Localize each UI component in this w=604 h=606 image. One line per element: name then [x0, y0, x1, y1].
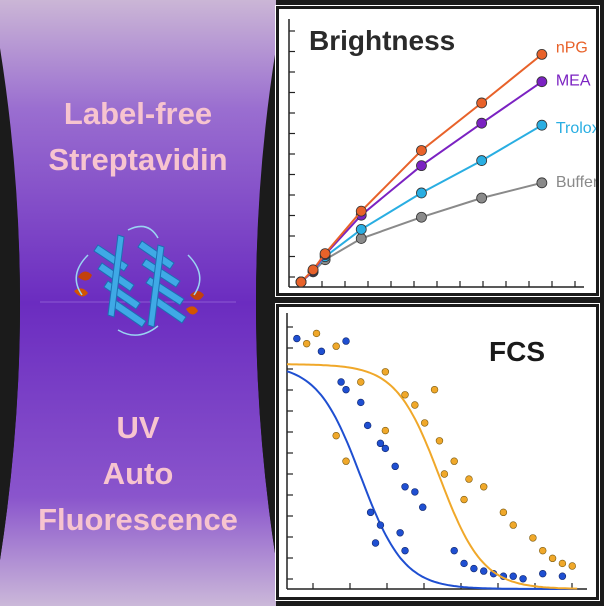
- streptavidin-protein-icon: [74, 225, 204, 336]
- fcs-point-blue: [558, 572, 567, 580]
- legend-label-trolox: Trolox: [556, 120, 596, 137]
- fcs-point-blue: [396, 529, 404, 537]
- fcs-point-orange: [357, 378, 365, 386]
- fcs-point-blue: [519, 575, 527, 583]
- fcs-chart: FCS: [286, 313, 587, 590]
- fcs-point-orange: [411, 401, 419, 409]
- fcs-point-orange: [529, 534, 537, 542]
- fcs-point-blue: [376, 439, 385, 448]
- fcs-point-blue: [419, 503, 427, 511]
- fcs-point-blue: [363, 421, 372, 430]
- fcs-point-orange: [539, 546, 547, 555]
- fcs-point-blue: [293, 334, 301, 343]
- point-buffer: [476, 192, 488, 204]
- fcs-title: FCS: [489, 336, 545, 367]
- fcs-point-orange: [440, 470, 449, 478]
- legend-label-buffer: Buffer: [556, 174, 596, 191]
- fcs-point-blue: [539, 569, 547, 578]
- left-panel-graphic: [0, 0, 276, 606]
- streptavidin-text: Streptavidin: [48, 142, 228, 177]
- fcs-point-orange: [381, 426, 390, 435]
- fcs-point-blue: [381, 444, 390, 453]
- point-npg: [476, 97, 488, 109]
- point-mea: [416, 160, 427, 172]
- fcs-point-blue: [480, 567, 488, 575]
- fcs-point-blue: [509, 572, 517, 580]
- point-npg: [307, 264, 319, 276]
- point-mea: [476, 117, 488, 129]
- point-npg: [355, 205, 367, 217]
- brightness-series: Buffer Trolox MEA nPG: [295, 39, 600, 288]
- point-trolox: [536, 119, 548, 131]
- fcs-point-orange: [435, 437, 444, 445]
- fit-curve-orange: [287, 363, 578, 590]
- legend-label-npg: nPG: [556, 39, 588, 56]
- right-dark-edge: [256, 55, 276, 560]
- fcs-point-blue: [342, 337, 350, 345]
- left-dark-edge: [0, 55, 20, 560]
- fcs-point-orange: [509, 521, 517, 529]
- fcs-point-blue: [357, 398, 365, 407]
- fluorescence-text: Fluorescence: [38, 502, 238, 537]
- point-trolox: [476, 155, 488, 166]
- brightness-chart: Brightness Buffer Trolox MEA nPG: [288, 19, 600, 288]
- fcs-point-orange: [401, 391, 409, 399]
- fcs-point-orange: [332, 431, 340, 440]
- fcs-point-blue: [391, 462, 399, 471]
- brightness-title: Brightness: [309, 25, 455, 56]
- fcs-point-blue: [337, 378, 345, 386]
- fcs-point-blue: [376, 521, 385, 529]
- fcs-point-blue: [366, 508, 375, 517]
- point-buffer: [355, 233, 367, 244]
- fcs-point-orange: [381, 368, 390, 376]
- uv-text: UV: [116, 410, 160, 445]
- label-free-text: Label-free: [63, 96, 213, 131]
- fcs-point-blue: [401, 483, 409, 491]
- point-npg: [536, 48, 548, 60]
- fcs-point-orange: [568, 562, 576, 570]
- fcs-point-blue: [401, 546, 409, 555]
- point-npg: [416, 145, 427, 156]
- fcs-series: [286, 329, 578, 590]
- point-trolox: [355, 223, 367, 235]
- fcs-point-orange: [332, 342, 340, 350]
- fcs-point-orange: [342, 457, 350, 465]
- fcs-point-blue: [450, 546, 458, 555]
- point-npg: [319, 248, 331, 260]
- brightness-panel: Brightness Buffer Trolox MEA nPG: [275, 5, 600, 297]
- point-buffer: [416, 211, 427, 223]
- point-buffer: [536, 177, 548, 189]
- point-npg: [295, 276, 307, 288]
- fcs-point-orange: [430, 385, 439, 394]
- fcs-point-orange: [548, 554, 557, 563]
- fcs-point-orange: [465, 475, 473, 483]
- point-trolox: [416, 187, 427, 199]
- fcs-point-blue: [411, 488, 419, 496]
- fcs-point-orange: [480, 483, 488, 491]
- fcs-point-blue: [342, 385, 350, 394]
- fcs-point-orange: [302, 339, 311, 348]
- fcs-point-orange: [450, 457, 458, 465]
- fcs-point-orange: [460, 495, 468, 504]
- fcs-point-blue: [317, 347, 326, 356]
- fcs-point-orange: [421, 419, 429, 427]
- auto-text: Auto: [102, 456, 174, 491]
- point-mea: [536, 76, 548, 88]
- fcs-point-orange: [558, 559, 567, 568]
- fcs-point-blue: [371, 539, 380, 547]
- fit-curve-blue: [286, 370, 578, 590]
- legend-label-mea: MEA: [556, 73, 591, 90]
- fcs-point-blue: [470, 564, 478, 573]
- fcs-panel: FCS: [275, 303, 600, 601]
- fcs-point-orange: [312, 329, 321, 338]
- fcs-point-orange: [499, 508, 508, 517]
- fcs-point-blue: [460, 559, 468, 568]
